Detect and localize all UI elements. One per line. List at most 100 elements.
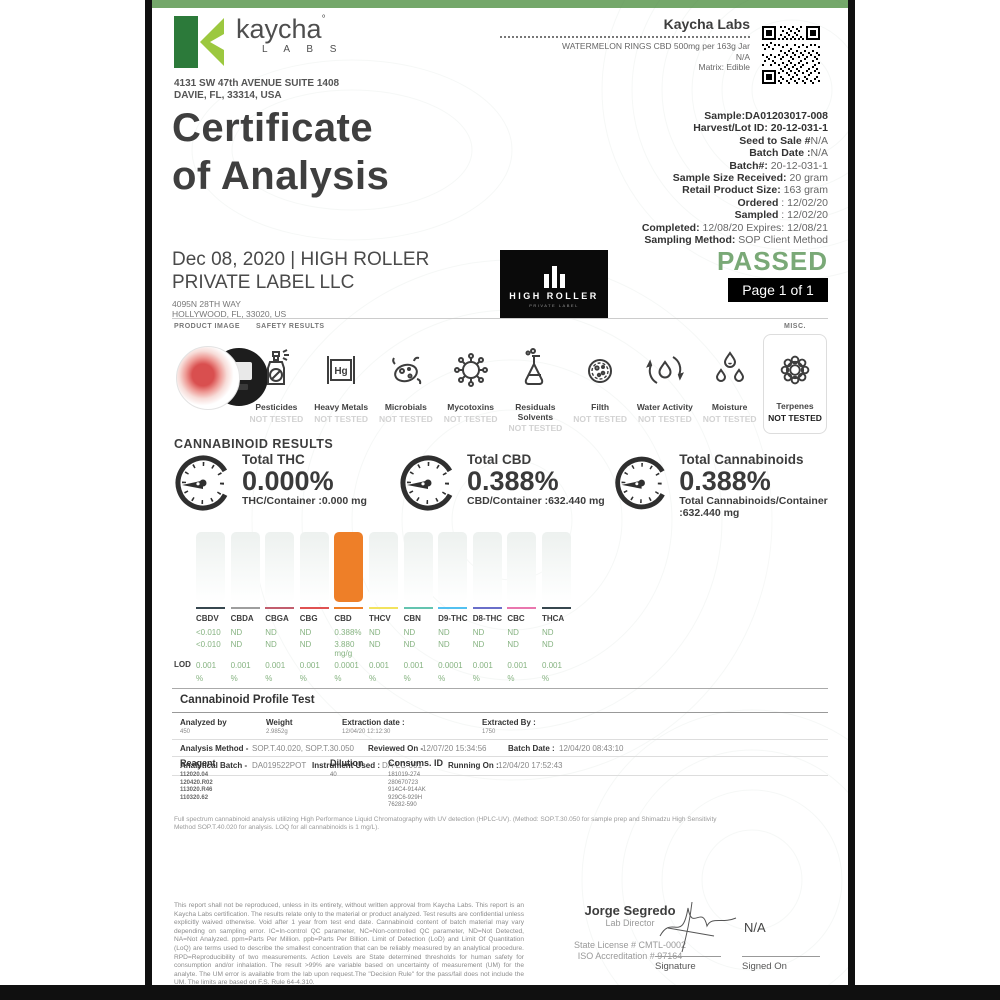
total-thc-value: 0.000% xyxy=(242,466,334,496)
cannabinoids-per-container: Total Cannabinoids/Container :632.440 mg xyxy=(679,495,828,519)
total-thc-gauge: Total THC 0.000% THC/Container :0.000 mg xyxy=(172,452,397,519)
chart-columns: CBDV CBDA CBGA CBG CBD THCV CBN D9-THC D… xyxy=(196,532,586,624)
chart-column-cbga: CBGA xyxy=(265,532,300,624)
high-roller-bars-icon xyxy=(500,250,608,288)
chart-column-cbd: CBD xyxy=(334,532,369,624)
sample-info-line: Harvest/Lot ID: 20-12-031-1 xyxy=(693,122,828,135)
kaycha-logo-text: kaycha° L A B S xyxy=(236,14,343,70)
chart-column-cbda: CBDA xyxy=(230,532,266,624)
safety-tests-row: Pesticides NOT TESTED Hg Heavy Metals NO… xyxy=(244,348,762,433)
dilution-value: 40 xyxy=(330,772,337,778)
lab-address-line2: DAVIE, FL, 33314, USA xyxy=(174,90,282,101)
dotted-divider xyxy=(500,36,750,38)
test-water-activity: Water Activity NOT TESTED xyxy=(633,348,698,433)
lab-director-role: Lab Director xyxy=(605,918,655,928)
coa-page: kaycha° L A B S 4131 SW 47th AVENUE SUIT… xyxy=(152,0,848,985)
water-activity-icon xyxy=(645,356,684,384)
test-heavy-metals: Hg Heavy Metals NOT TESTED xyxy=(309,348,374,433)
total-cannabinoids-title: Total Cannabinoids xyxy=(679,452,804,467)
certificate-title: Certificate of Analysis xyxy=(172,104,389,200)
kaycha-logo: kaycha° L A B S xyxy=(172,14,343,70)
title-line2: of Analysis xyxy=(172,154,390,198)
row-mg-values: <0.010 ND ND ND 3.880 mg/g ND ND ND ND ND ND xyxy=(196,640,554,658)
report-date-client-line1: Dec 08, 2020 | HIGH ROLLER xyxy=(172,249,430,270)
logo-word: kaycha xyxy=(236,14,322,44)
gauge-icon xyxy=(175,455,231,511)
sample-info-line: Sampled : 12/02/20 xyxy=(734,209,828,222)
status-passed: PASSED xyxy=(717,246,828,276)
gauge-icon xyxy=(400,455,456,511)
logo-labs: L A B S xyxy=(262,44,344,55)
chart-column-thca: THCA xyxy=(541,532,577,624)
page-border-left xyxy=(145,0,152,992)
total-thc-title: Total THC xyxy=(242,452,305,467)
consums-list: 181019-274 280670723 914C4-914AK 929C6-9… xyxy=(388,772,426,808)
row-percent-values: <0.010 ND ND ND 0.388% ND ND ND ND ND ND xyxy=(196,628,554,637)
lab-address: 4131 SW 47th AVENUE SUITE 1408 DAVIE, FL… xyxy=(174,78,339,102)
dilution-header: Dilution xyxy=(330,758,364,768)
thc-per-container: THC/Container :0.000 mg xyxy=(242,495,367,507)
chart-column-thcv: THCV xyxy=(368,532,404,624)
registered-mark: ° xyxy=(321,14,326,25)
row-lod-values: 0.001 0.001 0.001 0.001 0.0001 0.001 0.001 0.00… xyxy=(196,661,562,670)
sample-info-line: Sampling Method: SOP Client Method xyxy=(644,234,828,247)
product-image-label: PRODUCT IMAGE xyxy=(174,323,240,330)
terpenes-status: NOT TESTED xyxy=(768,412,822,423)
page-border-right xyxy=(848,0,855,992)
product-name: WATERMELON RINGS CBD 500mg per 163g Jar xyxy=(561,41,750,51)
cannabinoid-results-heading: CANNABINOID RESULTS xyxy=(174,437,334,451)
residual-solvents-icon xyxy=(525,348,544,385)
header-lab-name: Kaycha Labs xyxy=(663,16,750,32)
safety-results-label: SAFETY RESULTS xyxy=(256,323,325,330)
total-cannabinoids-gauge: Total Cannabinoids 0.388% Total Cannabin… xyxy=(612,452,832,519)
profile-test-heading: Cannabinoid Profile Test xyxy=(180,694,315,706)
sample-info-line: Sample:DA01203017-008 xyxy=(704,110,828,122)
pesticides-icon xyxy=(267,349,290,385)
lod-label: LOD xyxy=(174,660,191,669)
total-cbd-title: Total CBD xyxy=(467,452,532,467)
product-image xyxy=(176,346,276,410)
profile-test-table: Analyzed by Weight Extraction date : Ext… xyxy=(172,712,828,781)
kaycha-logo-icon xyxy=(174,16,224,68)
sample-info-line: Completed: 12/08/20 Expires: 12/08/21 xyxy=(641,221,828,234)
signed-on-line xyxy=(742,956,820,957)
product-jar-contents xyxy=(176,346,240,410)
sample-info-line: Sample Size Received: 20 gram xyxy=(672,172,828,185)
microbials-icon xyxy=(392,356,422,385)
lab-address-line1: 4131 SW 47th AVENUE SUITE 1408 xyxy=(174,78,340,89)
heavy-metals-icon: Hg xyxy=(327,356,356,384)
chart-column-cbg: CBG xyxy=(299,532,335,624)
signed-on-value: N/A xyxy=(744,920,766,935)
totals-row: Total THC 0.000% THC/Container :0.000 mg… xyxy=(172,452,832,519)
chart-column-d8thc: D8-THC xyxy=(472,532,508,624)
total-cannabinoids-value: 0.388% xyxy=(679,466,771,496)
high-roller-logo: HIGH ROLLER PRIVATE LABEL xyxy=(500,250,608,318)
misc-label: MISC. xyxy=(784,323,806,330)
cbd-per-container: CBD/Container :632.440 mg xyxy=(467,495,605,507)
sample-info-line: Retail Product Size: 163 gram xyxy=(682,184,828,197)
client-address: 4095N 28TH WAY HOLLYWOOD, FL, 33020, US xyxy=(172,299,287,319)
report-date-client-line2: PRIVATE LABEL LLC xyxy=(172,272,355,293)
sample-info-line: Batch#: 20-12-031-1 xyxy=(729,159,828,172)
section-divider xyxy=(172,318,828,319)
filth-icon xyxy=(588,359,613,383)
license-info: State License # CMTL-0002 ISO Accreditat… xyxy=(573,940,687,961)
reagent-header: Reagent xyxy=(180,758,216,768)
test-mycotoxins: Mycotoxins NOT TESTED xyxy=(438,348,503,433)
gauge-icon xyxy=(615,456,668,510)
consums-header: Consums. ID xyxy=(388,758,444,768)
sample-info-line: Batch Date :N/A xyxy=(749,147,828,160)
total-cbd-gauge: Total CBD 0.388% CBD/Container :632.440 … xyxy=(397,452,612,519)
sample-info: Sample:DA01203017-008 Harvest/Lot ID: 20… xyxy=(642,110,828,246)
chart-column-cbdv: CBDV xyxy=(196,532,231,624)
signature-scribble xyxy=(659,901,737,953)
legal-disclaimer: This report shall not be reproduced, unl… xyxy=(174,902,524,985)
misc-terpenes-box: Terpenes NOT TESTED xyxy=(763,334,827,434)
test-microbials: Microbials NOT TESTED xyxy=(374,348,439,433)
lab-director-block: Jorge Segredo Lab Director State License… xyxy=(530,903,730,962)
reagent-list: 112020.04 120420.R02 113020.R46 110320.6… xyxy=(180,772,213,801)
sample-info-line: Ordered : 12/02/20 xyxy=(737,196,828,209)
product-sub: N/A xyxy=(735,51,750,62)
terpenes-name: Terpenes xyxy=(776,401,814,411)
